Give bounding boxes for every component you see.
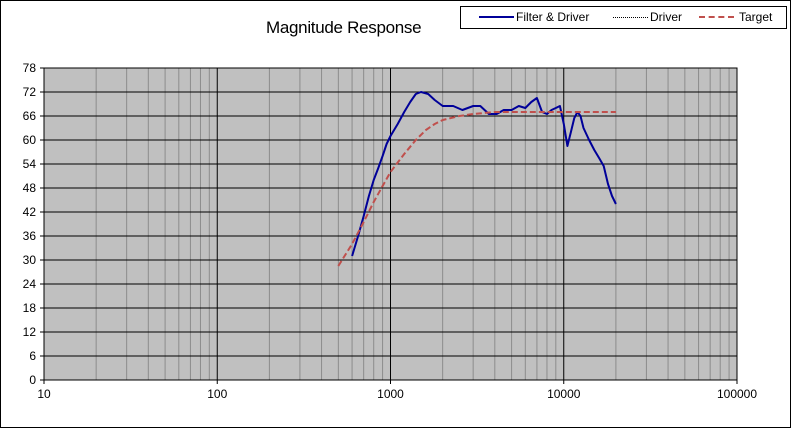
x-tick-label: 10000	[547, 387, 581, 401]
series-line-filter-driver	[351, 91, 617, 257]
y-tick-label: 12	[23, 325, 37, 339]
y-tick-label: 24	[23, 277, 37, 291]
legend-swatch-driver	[613, 17, 648, 18]
y-tick-label: 36	[23, 229, 37, 243]
x-tick-label: 10	[37, 387, 51, 401]
legend-label-target: Target	[739, 10, 773, 24]
y-tick-label: 72	[23, 85, 37, 99]
legend-swatch-target	[699, 16, 734, 18]
y-tick-label: 48	[23, 181, 37, 195]
legend-label-filter-driver: Filter & Driver	[516, 10, 590, 24]
y-tick-label: 60	[23, 133, 37, 147]
y-tick-label: 6	[29, 349, 36, 363]
y-tick-label: 78	[23, 61, 37, 75]
legend-swatch-filter-driver	[479, 16, 514, 18]
y-tick-label: 30	[23, 253, 37, 267]
y-tick-label: 0	[29, 373, 36, 387]
y-tick-label: 18	[23, 301, 37, 315]
legend-label-driver: Driver	[650, 10, 682, 24]
y-tick-label: 42	[23, 205, 37, 219]
x-tick-label: 1000	[377, 387, 404, 401]
y-tick-label: 54	[23, 157, 37, 171]
series-line-target	[337, 111, 616, 267]
x-tick-label: 100	[207, 387, 227, 401]
y-tick-label: 66	[23, 109, 37, 123]
x-tick-label: 100000	[717, 387, 757, 401]
legend: Filter & Driver Driver Target	[460, 6, 787, 29]
chart-title: Magnitude Response	[266, 18, 422, 37]
